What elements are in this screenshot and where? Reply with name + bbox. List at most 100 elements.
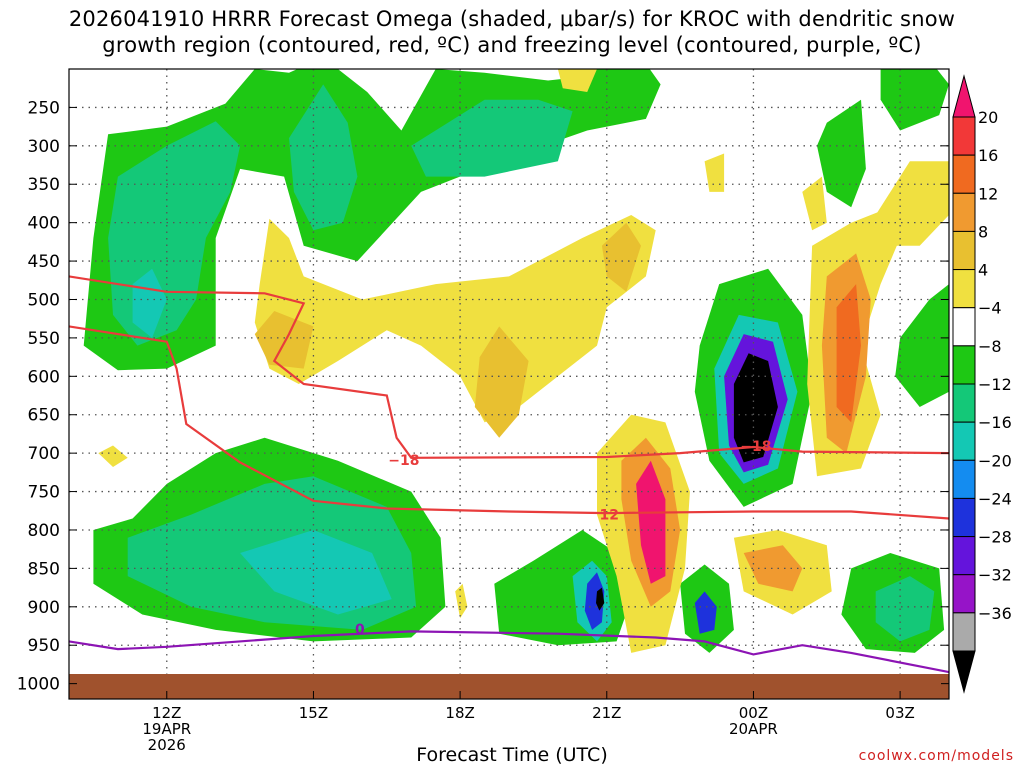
omega-region-25 [474,326,529,438]
omega-region-13 [694,591,717,634]
colorbar-label-10: −24 [978,489,1012,508]
xtick-date-00Z: 20APR [729,720,778,738]
colorbar-label-8: −16 [978,413,1012,432]
contour-dendritic-upper [69,275,949,459]
credit-text[interactable]: coolwx.com/models [858,748,1014,764]
omega-region-31 [743,545,803,592]
colorbar-label-0: 20 [978,108,998,127]
colorbar-swatch-12 [952,536,976,576]
colorbar-swatch-2 [952,154,976,194]
omega-region-26 [601,222,641,292]
ytick-label-250: 250 [28,98,60,118]
colorbar-label-11: −28 [978,528,1012,547]
ytick-label-850: 850 [28,559,60,579]
colorbar-label-4: 4 [978,261,988,280]
xtick-label-00Z: 00Z [739,704,768,722]
colorbar-swatch-6 [952,307,976,347]
colorbar-bottom-arrow [952,650,976,694]
colorbar-swatch-9 [952,421,976,461]
omega-region-18 [817,99,866,208]
xtick-label-12Z: 12Z [152,704,181,722]
colorbar-swatch-13 [952,574,976,614]
omega-region-29 [636,460,666,584]
contour-labels: −18 −18 12 0 [355,439,771,638]
contour-freezing-level [69,630,949,674]
gridlines [69,69,949,699]
omega-region-35 [875,161,949,246]
contour-dendritic-lower [69,325,949,520]
colorbar-swatch-14 [952,612,976,652]
colorbar-swatch-4 [952,230,976,271]
colorbar-label-9: −20 [978,451,1012,470]
colorbar-label-12: −32 [978,566,1012,585]
contour-label-1: −18 [740,439,771,455]
title-line-2: growth region (contoured, red, ºC) and f… [102,33,922,57]
omega-region-38 [98,445,128,467]
ytick-label-600: 600 [28,367,60,387]
omega-region-7 [240,530,392,615]
colorbar-label-6: −8 [978,337,1002,356]
ytick-label-450: 450 [28,252,60,272]
colorbar-top-arrow [952,74,976,118]
xtick-label-21Z: 21Z [592,704,621,722]
colorbar-swatch-1 [952,116,976,156]
contour-label-2: 12 [599,507,618,523]
colorbar-label-2: 12 [978,184,998,203]
omega-region-34 [836,284,861,423]
colorbar-label-5: −4 [978,299,1002,318]
omega-region-11 [596,587,605,611]
omega-region-19 [880,69,949,131]
colorbar: 20 16 12 8 4 −4 −8 −12 −16 −20 −24 −28 −32 −36 [952,74,1012,694]
chart-title: 2026041910 HRRR Forecast Omega (shaded, … [0,6,1024,58]
colorbar-label-3: 8 [978,222,988,241]
x-axis-title: Forecast Time (UTC) [416,744,608,766]
y-axis: 250 300 350 400 450 500 550 600 650 700 750 800 850 9… [17,98,949,695]
ytick-label-950: 950 [28,636,60,656]
omega-region-22 [875,576,935,642]
colorbar-swatch-5 [952,269,976,309]
omega-region-39 [455,583,468,619]
colorbar-swatch-3 [952,192,976,232]
colorbar-swatch-7 [952,345,976,385]
omega-region-23 [254,215,656,423]
ytick-label-500: 500 [28,290,60,310]
xtick-label-03Z: 03Z [885,704,914,722]
omega-region-4 [132,268,167,338]
omega-region-36 [704,153,725,192]
ytick-label-300: 300 [28,137,60,157]
ytick-label-400: 400 [28,214,60,234]
ytick-label-650: 650 [28,406,60,426]
ytick-label-350: 350 [28,175,60,195]
omega-region-2 [289,84,358,231]
ytick-label-900: 900 [28,598,60,618]
plot-frame [68,68,950,700]
ytick-label-800: 800 [28,521,60,541]
omega-region-10 [584,572,605,630]
contour-label-0: −18 [388,453,419,469]
contour-label-3: 0 [355,622,365,638]
colorbar-label-1: 16 [978,146,998,165]
colorbar-swatch-11 [952,497,976,538]
colorbar-swatch-10 [952,459,976,499]
xtick-date-12Z: 19APR [142,720,191,738]
omega-region-3 [411,99,573,177]
ytick-label-1000: 1000 [17,675,60,695]
omega-region-37 [802,176,827,231]
colorbar-label-7: −12 [978,375,1012,394]
title-line-1: 2026041910 HRRR Forecast Omega (shaded, … [68,7,956,31]
colorbar-label-13: −36 [978,604,1012,623]
xtick-year-12Z: 2026 [148,736,186,754]
ground-surface [69,674,949,699]
colorbar-swatch-8 [952,383,976,423]
xtick-label-18Z: 18Z [445,704,474,722]
ytick-label-700: 700 [28,444,60,464]
ytick-label-550: 550 [28,329,60,349]
xtick-label-15Z: 15Z [299,704,328,722]
omega-region-40 [557,69,597,92]
ytick-label-750: 750 [28,483,60,503]
omega-region-24 [254,311,314,369]
temperature-contours [69,275,949,674]
omega-region-17 [733,353,778,463]
